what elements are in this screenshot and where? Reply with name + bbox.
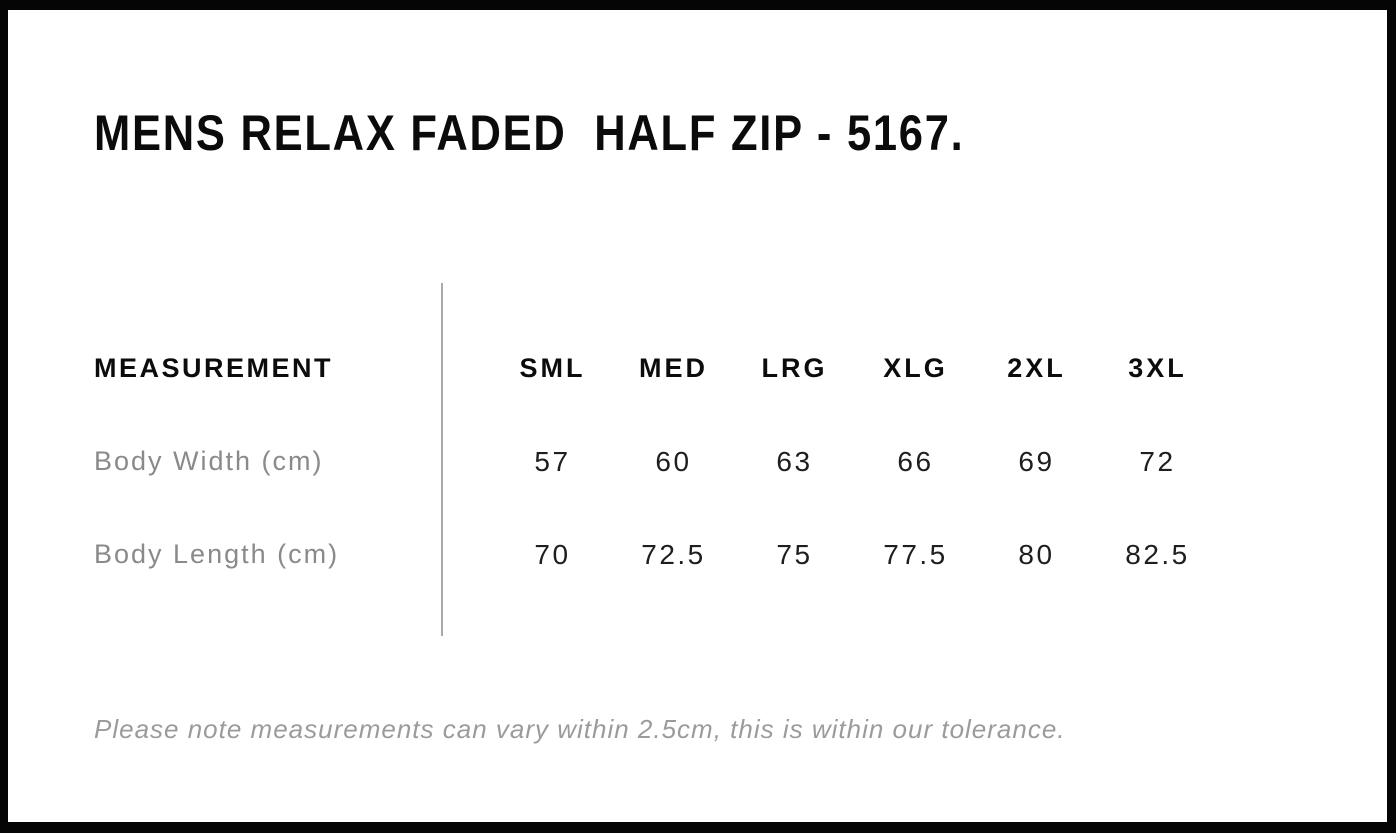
size-header-xlg: XLG [883, 353, 948, 384]
body-width-med: 60 [655, 445, 692, 477]
table-divider-line [441, 283, 443, 636]
body-width-lrg: 63 [776, 445, 813, 477]
body-length-sml: 70 [534, 538, 571, 570]
size-table: MEASUREMENT SML MED LRG XLG 2XL 3XL Body… [94, 322, 1218, 601]
body-length-med: 72.5 [641, 538, 706, 570]
size-header-sml: SML [519, 353, 586, 384]
body-length-3xl: 82.5 [1125, 538, 1190, 570]
row-label-body-width: Body Width (cm) [94, 446, 324, 477]
body-width-sml: 57 [534, 445, 571, 477]
row-label-body-length: Body Length (cm) [94, 539, 340, 570]
size-header-med: MED [639, 353, 708, 384]
body-width-2xl: 69 [1018, 445, 1055, 477]
tolerance-note: Please note measurements can vary within… [94, 714, 1066, 744]
product-title: MENS RELAX FADED HALF ZIP - 5167. [94, 105, 965, 161]
body-width-xlg: 66 [897, 445, 934, 477]
measurement-column-header: MEASUREMENT [94, 353, 334, 384]
body-length-xlg: 77.5 [883, 538, 948, 570]
body-length-lrg: 75 [776, 538, 813, 570]
body-length-2xl: 80 [1018, 538, 1055, 570]
size-header-3xl: 3XL [1128, 353, 1187, 384]
size-header-lrg: LRG [761, 353, 828, 384]
size-header-2xl: 2XL [1007, 353, 1066, 384]
body-width-3xl: 72 [1139, 445, 1176, 477]
